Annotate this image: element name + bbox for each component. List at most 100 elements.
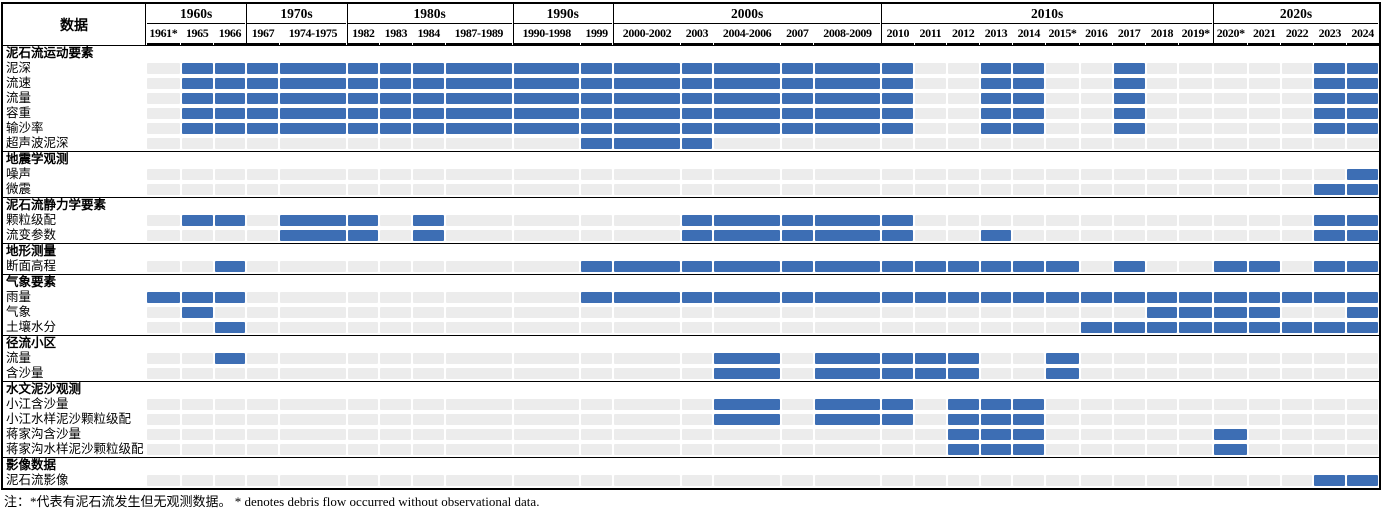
data-cell-empty bbox=[413, 307, 445, 318]
data-cell-filled bbox=[814, 63, 881, 74]
data-cell-filled bbox=[1314, 63, 1346, 74]
data-cell-empty bbox=[147, 368, 180, 379]
data-cell-filled bbox=[714, 230, 780, 241]
year-header: 1961* bbox=[146, 24, 181, 45]
data-cell-filled bbox=[1347, 169, 1378, 180]
data-cell-filled bbox=[781, 261, 813, 272]
data-cell-empty bbox=[247, 184, 279, 195]
data-cell-empty bbox=[1214, 123, 1247, 134]
data-cell-empty bbox=[347, 261, 379, 272]
data-cell-filled bbox=[1347, 123, 1378, 134]
data-cell-filled bbox=[915, 292, 946, 303]
section-row: 影像数据 bbox=[3, 457, 1379, 473]
data-cell-empty bbox=[1046, 230, 1079, 241]
row-label: 噪声 bbox=[3, 167, 146, 182]
data-cell-filled bbox=[781, 93, 813, 104]
data-cell-empty bbox=[714, 429, 780, 440]
data-cell-empty bbox=[980, 215, 1012, 226]
year-header: 2022 bbox=[1281, 24, 1313, 45]
data-cell-filled bbox=[1013, 108, 1045, 119]
data-cell-empty bbox=[1080, 368, 1112, 379]
table-header: 数据 1960s 1970s 1980s 1990s 2000s 2010s 2020s 19… bbox=[3, 4, 1379, 45]
data-cell-empty bbox=[1248, 353, 1280, 364]
data-cell-empty bbox=[1281, 261, 1313, 272]
data-cell-empty bbox=[1347, 399, 1378, 410]
decade-header: 1960s bbox=[147, 4, 246, 24]
data-cell-empty bbox=[347, 399, 379, 410]
data-cell-filled bbox=[1314, 475, 1346, 486]
data-cell-filled bbox=[681, 138, 713, 149]
data-cell-filled bbox=[1013, 261, 1045, 272]
data-cell-filled bbox=[1013, 63, 1045, 74]
data-cell-empty bbox=[1013, 230, 1045, 241]
data-cell-empty bbox=[1281, 230, 1313, 241]
data-cell-empty bbox=[814, 322, 881, 333]
data-cell-empty bbox=[147, 108, 180, 119]
data-cell-empty bbox=[1146, 184, 1178, 195]
table-row: 小江水样泥沙颗粒级配 bbox=[3, 412, 1379, 427]
data-cell-empty bbox=[781, 138, 813, 149]
data-cell-empty bbox=[1179, 169, 1213, 180]
data-cell-filled bbox=[980, 63, 1012, 74]
data-cell-empty bbox=[915, 399, 946, 410]
data-cell-empty bbox=[581, 368, 612, 379]
data-cell-empty bbox=[1281, 399, 1313, 410]
data-cell-empty bbox=[413, 184, 445, 195]
data-cell-filled bbox=[280, 78, 346, 89]
data-cell-empty bbox=[446, 368, 512, 379]
data-cell-filled bbox=[947, 292, 979, 303]
data-cell-filled bbox=[681, 215, 713, 226]
data-cell-empty bbox=[247, 261, 279, 272]
data-cell-filled bbox=[714, 123, 780, 134]
data-cell-filled bbox=[581, 93, 612, 104]
data-cell-empty bbox=[446, 322, 512, 333]
data-cell-empty bbox=[1146, 475, 1178, 486]
data-cell-filled bbox=[882, 292, 914, 303]
data-cell-empty bbox=[781, 169, 813, 180]
data-cell-empty bbox=[613, 429, 680, 440]
data-cell-filled bbox=[1347, 215, 1378, 226]
data-cell-filled bbox=[1046, 353, 1079, 364]
data-cell-filled bbox=[714, 215, 780, 226]
data-cell-filled bbox=[1046, 292, 1079, 303]
data-cell-empty bbox=[247, 353, 279, 364]
data-cell-filled bbox=[882, 78, 914, 89]
data-cell-empty bbox=[380, 184, 412, 195]
data-cell-filled bbox=[947, 399, 979, 410]
data-cell-empty bbox=[513, 169, 580, 180]
data-cell-empty bbox=[613, 322, 680, 333]
section-row: 泥石流静力学要素 bbox=[3, 197, 1379, 213]
data-cell-empty bbox=[1281, 138, 1313, 149]
data-cell-filled bbox=[280, 63, 346, 74]
data-cell-filled bbox=[814, 215, 881, 226]
data-cell-empty bbox=[181, 169, 213, 180]
year-header: 2014 bbox=[1012, 24, 1045, 45]
data-cell-empty bbox=[1214, 63, 1247, 74]
data-cell-empty bbox=[147, 63, 180, 74]
data-cell-empty bbox=[1046, 138, 1079, 149]
table-row: 容重 bbox=[3, 106, 1379, 121]
data-cell-filled bbox=[1347, 261, 1378, 272]
data-cell-filled bbox=[581, 138, 612, 149]
data-cell-filled bbox=[714, 63, 780, 74]
data-cell-empty bbox=[280, 292, 346, 303]
data-cell-empty bbox=[347, 138, 379, 149]
data-cell-filled bbox=[214, 108, 246, 119]
data-cell-empty bbox=[413, 399, 445, 410]
data-cell-empty bbox=[1080, 184, 1112, 195]
data-cell-filled bbox=[413, 230, 445, 241]
data-cell-empty bbox=[882, 184, 914, 195]
data-cell-empty bbox=[1179, 399, 1213, 410]
data-cell-filled bbox=[1314, 261, 1346, 272]
data-cell-filled bbox=[247, 63, 279, 74]
data-cell-empty bbox=[280, 169, 346, 180]
data-cell-empty bbox=[181, 230, 213, 241]
data-cell-filled bbox=[714, 368, 780, 379]
year-header: 1990-1998 bbox=[512, 24, 580, 45]
section-label: 地震学观测 bbox=[3, 152, 1379, 167]
data-cell-empty bbox=[581, 475, 612, 486]
data-cell-filled bbox=[980, 414, 1012, 425]
data-cell-filled bbox=[681, 78, 713, 89]
data-cell-empty bbox=[781, 184, 813, 195]
data-cell-empty bbox=[247, 169, 279, 180]
